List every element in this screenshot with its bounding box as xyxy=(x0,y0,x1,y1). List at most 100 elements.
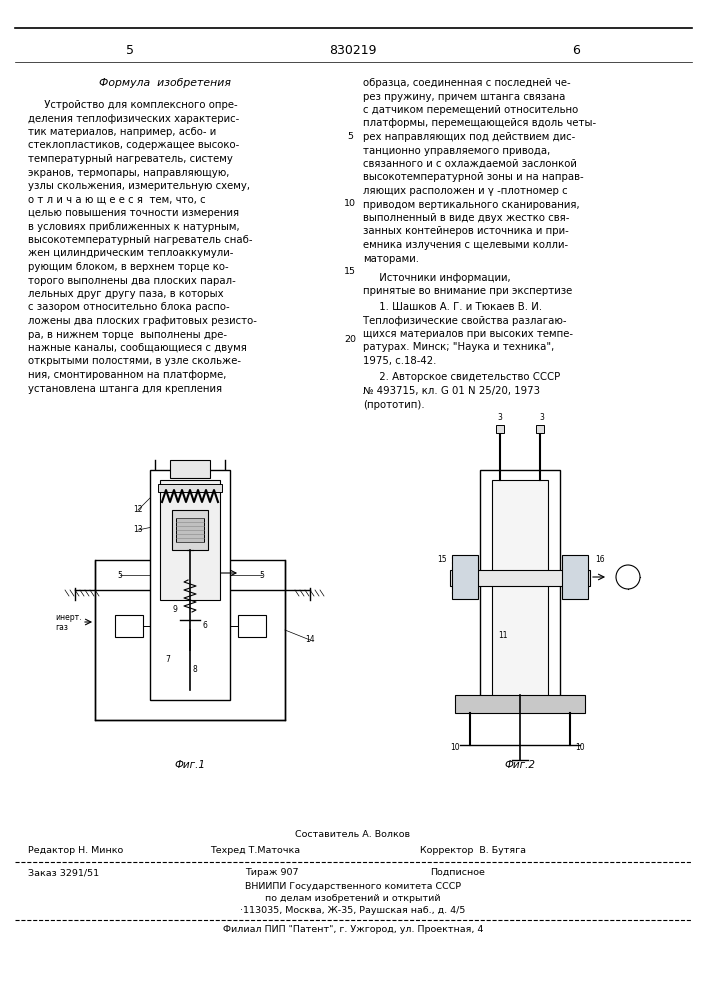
Text: Составитель А. Волков: Составитель А. Волков xyxy=(296,830,411,839)
Text: 3: 3 xyxy=(498,414,503,422)
Text: Филиал ПИП "Патент", г. Ужгород, ул. Проектная, 4: Филиал ПИП "Патент", г. Ужгород, ул. Про… xyxy=(223,925,483,934)
Text: с датчиком перемещений относительно: с датчиком перемещений относительно xyxy=(363,105,578,115)
Text: маторами.: маторами. xyxy=(363,253,419,263)
Text: 1. Шашков А. Г. и Тюкаев В. И.: 1. Шашков А. Г. и Тюкаев В. И. xyxy=(363,302,542,312)
Text: выполненный в виде двух жестко свя-: выполненный в виде двух жестко свя- xyxy=(363,213,569,223)
Bar xyxy=(150,470,230,700)
Text: рех направляющих под действием дис-: рех направляющих под действием дис- xyxy=(363,132,575,142)
Text: принятые во внимание при экспертизе: принятые во внимание при экспертизе xyxy=(363,286,572,296)
Text: 12: 12 xyxy=(133,506,143,514)
Bar xyxy=(536,425,544,433)
Bar xyxy=(480,470,560,710)
Bar xyxy=(160,480,220,600)
Text: ляющих расположен и γ -плотномер с: ляющих расположен и γ -плотномер с xyxy=(363,186,568,196)
Text: 14: 14 xyxy=(305,636,315,645)
Text: 20: 20 xyxy=(344,334,356,344)
Text: ния, смонтированном на платформе,: ния, смонтированном на платформе, xyxy=(28,370,226,380)
Bar xyxy=(496,425,504,433)
Text: 2: 2 xyxy=(204,506,209,514)
Text: нажные каналы, сообщающиеся с двумя: нажные каналы, сообщающиеся с двумя xyxy=(28,343,247,353)
Text: занных контейнеров источника и при-: занных контейнеров источника и при- xyxy=(363,227,568,236)
Text: 830219: 830219 xyxy=(329,43,377,56)
Bar xyxy=(562,555,588,599)
Text: в условиях приближенных к натурным,: в условиях приближенных к натурным, xyxy=(28,222,240,232)
Bar xyxy=(238,615,266,637)
Text: 2. Авторское свидетельство СССР: 2. Авторское свидетельство СССР xyxy=(363,372,560,382)
Text: 6: 6 xyxy=(572,43,580,56)
Text: 5: 5 xyxy=(259,570,264,580)
Text: целью повышения точности измерения: целью повышения точности измерения xyxy=(28,208,239,218)
Circle shape xyxy=(616,565,640,589)
Text: образца, соединенная с последней че-: образца, соединенная с последней че- xyxy=(363,78,571,88)
Text: Формула  изобретения: Формула изобретения xyxy=(99,78,231,88)
Text: 3: 3 xyxy=(539,414,544,422)
Bar xyxy=(492,480,548,710)
Text: Техред Т.Маточка: Техред Т.Маточка xyxy=(210,846,300,855)
Text: 13: 13 xyxy=(133,526,143,534)
Text: Редактор Н. Минко: Редактор Н. Минко xyxy=(28,846,123,855)
Text: Устройство для комплексного опре-: Устройство для комплексного опре- xyxy=(28,100,238,110)
Text: высокотемпературный нагреватель снаб-: высокотемпературный нагреватель снаб- xyxy=(28,235,252,245)
Text: 5: 5 xyxy=(117,570,122,580)
Text: экранов, термопары, направляющую,: экранов, термопары, направляющую, xyxy=(28,167,229,178)
Text: ВНИИПИ Государственного комитета СССР: ВНИИПИ Государственного комитета СССР xyxy=(245,882,461,891)
Bar xyxy=(452,555,478,599)
Bar xyxy=(115,615,143,637)
Text: связанного и с охлаждаемой заслонкой: связанного и с охлаждаемой заслонкой xyxy=(363,159,577,169)
Text: инерт.: инерт. xyxy=(55,612,81,621)
Text: ратурах. Минск; "Наука и техника",: ратурах. Минск; "Наука и техника", xyxy=(363,342,554,353)
Text: Теплофизические свойства разлагаю-: Теплофизические свойства разлагаю- xyxy=(363,316,566,326)
Text: Фиг.2: Фиг.2 xyxy=(505,760,535,770)
Text: 4: 4 xyxy=(508,574,513,582)
Bar xyxy=(450,570,590,586)
Text: жен цилиндрическим теплоаккумули-: жен цилиндрическим теплоаккумули- xyxy=(28,248,233,258)
Bar xyxy=(95,560,285,720)
Text: 9: 9 xyxy=(173,605,177,614)
Text: № 493715, кл. G 01 N 25/20, 1973: № 493715, кл. G 01 N 25/20, 1973 xyxy=(363,386,540,396)
Text: Тираж 907: Тираж 907 xyxy=(245,868,298,877)
Bar xyxy=(176,518,204,542)
Text: стеклопластиков, содержащее высоко-: стеклопластиков, содержащее высоко- xyxy=(28,140,239,150)
Text: Корректор  В. Бутяга: Корректор В. Бутяга xyxy=(420,846,526,855)
Text: Подписное: Подписное xyxy=(430,868,485,877)
Text: узлы скольжения, измерительную схему,: узлы скольжения, измерительную схему, xyxy=(28,181,250,191)
Text: Источники информации,: Источники информации, xyxy=(363,273,510,283)
Text: температурный нагреватель, систему: температурный нагреватель, систему xyxy=(28,154,233,164)
Text: 15: 15 xyxy=(344,267,356,276)
Text: торого выполнены два плоских парал-: торого выполнены два плоских парал- xyxy=(28,275,235,286)
Text: 8: 8 xyxy=(192,666,197,674)
Text: 10: 10 xyxy=(450,744,460,752)
Bar xyxy=(455,695,585,713)
Text: Заказ 3291/51: Заказ 3291/51 xyxy=(28,868,99,877)
Text: 10: 10 xyxy=(344,200,356,209)
Text: с зазором относительно блока распо-: с зазором относительно блока распо- xyxy=(28,302,230,312)
Text: танционно управляемого привода,: танционно управляемого привода, xyxy=(363,145,550,155)
Text: 11: 11 xyxy=(498,631,508,640)
Text: 5: 5 xyxy=(347,132,353,141)
Text: открытыми полостями, в узле скольже-: открытыми полостями, в узле скольже- xyxy=(28,357,241,366)
Text: рующим блоком, в верхнем торце ко-: рующим блоком, в верхнем торце ко- xyxy=(28,262,228,272)
Text: 15: 15 xyxy=(437,556,447,564)
Text: Фиг.1: Фиг.1 xyxy=(175,760,206,770)
Text: ра, в нижнем торце  выполнены дре-: ра, в нижнем торце выполнены дре- xyxy=(28,330,227,340)
Bar xyxy=(172,510,208,550)
Text: установлена штанга для крепления: установлена штанга для крепления xyxy=(28,383,222,393)
Text: газ: газ xyxy=(55,622,68,632)
Text: щихся материалов при высоких темпе-: щихся материалов при высоких темпе- xyxy=(363,329,573,339)
Text: лельных друг другу паза, в которых: лельных друг другу паза, в которых xyxy=(28,289,223,299)
Bar xyxy=(158,484,222,492)
Bar xyxy=(170,460,210,478)
Text: 16: 16 xyxy=(595,556,604,564)
Text: 10: 10 xyxy=(575,744,585,752)
Text: 1: 1 xyxy=(187,536,192,544)
Text: приводом вертикального сканирования,: приводом вертикального сканирования, xyxy=(363,200,580,210)
Text: по делам изобретений и открытий: по делам изобретений и открытий xyxy=(265,894,440,903)
Text: 6: 6 xyxy=(203,620,207,630)
Text: ложены два плоских графитовых резисто-: ложены два плоских графитовых резисто- xyxy=(28,316,257,326)
Text: платформы, перемещающейся вдоль четы-: платформы, перемещающейся вдоль четы- xyxy=(363,118,596,128)
Text: деления теплофизических характерис-: деления теплофизических характерис- xyxy=(28,113,239,123)
Text: 7: 7 xyxy=(165,656,170,664)
Text: 1975, с.18-42.: 1975, с.18-42. xyxy=(363,356,436,366)
Text: ·113035, Москва, Ж-35, Раушская наб., д. 4/5: ·113035, Москва, Ж-35, Раушская наб., д.… xyxy=(240,906,466,915)
Text: 5: 5 xyxy=(126,43,134,56)
